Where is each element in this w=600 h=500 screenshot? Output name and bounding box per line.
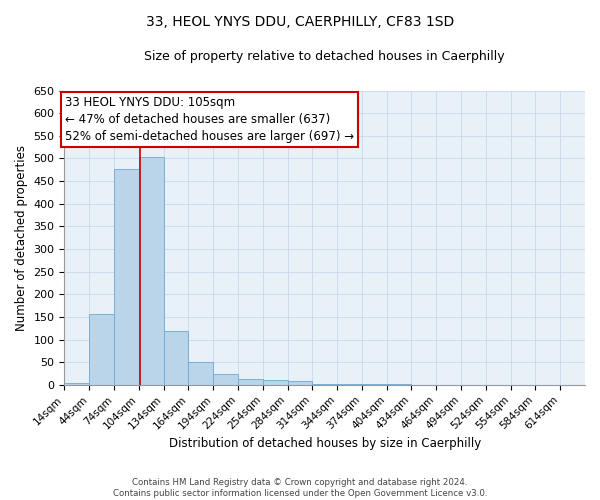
Bar <box>164 332 188 385</box>
Bar <box>139 157 164 385</box>
X-axis label: Distribution of detached houses by size in Caerphilly: Distribution of detached houses by size … <box>169 437 481 450</box>
Bar <box>188 362 213 385</box>
Bar <box>238 379 263 385</box>
Bar <box>114 169 139 385</box>
Title: Size of property relative to detached houses in Caerphilly: Size of property relative to detached ho… <box>145 50 505 63</box>
Bar <box>313 384 337 385</box>
Bar <box>89 314 114 385</box>
Bar <box>337 384 362 385</box>
Bar <box>287 381 313 385</box>
Text: Contains HM Land Registry data © Crown copyright and database right 2024.
Contai: Contains HM Land Registry data © Crown c… <box>113 478 487 498</box>
Bar <box>213 374 238 385</box>
Bar <box>64 382 89 385</box>
Y-axis label: Number of detached properties: Number of detached properties <box>15 144 28 330</box>
Text: 33, HEOL YNYS DDU, CAERPHILLY, CF83 1SD: 33, HEOL YNYS DDU, CAERPHILLY, CF83 1SD <box>146 15 454 29</box>
Text: 33 HEOL YNYS DDU: 105sqm
← 47% of detached houses are smaller (637)
52% of semi-: 33 HEOL YNYS DDU: 105sqm ← 47% of detach… <box>65 96 355 143</box>
Bar <box>263 380 287 385</box>
